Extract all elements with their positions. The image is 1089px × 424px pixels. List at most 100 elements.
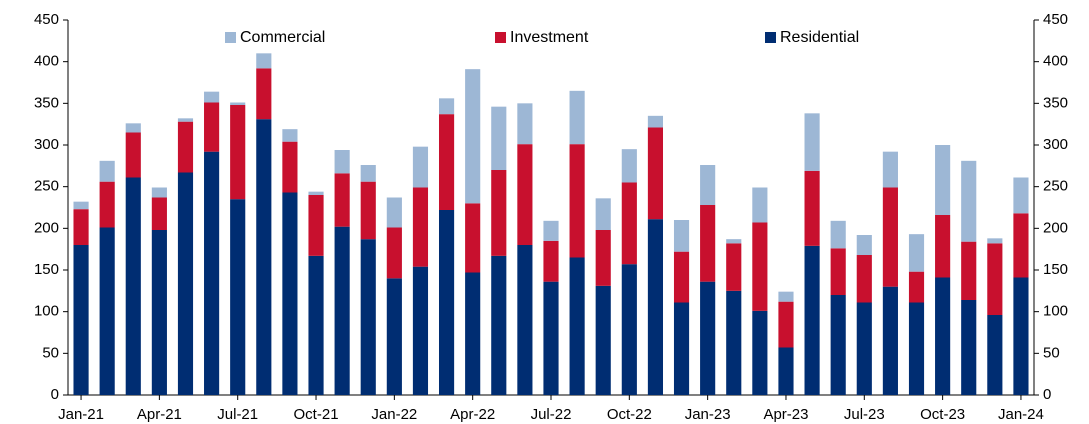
- y-tick-label: 250: [34, 178, 59, 195]
- bar-segment: [204, 151, 220, 395]
- bar-segment: [726, 243, 742, 291]
- bar-segment: [308, 191, 324, 195]
- bar-segment: [282, 192, 298, 395]
- x-tick-label: Apr-23: [763, 406, 808, 423]
- bar-segment: [647, 219, 664, 395]
- y-tick-label: 400: [34, 53, 59, 70]
- bar-segment: [804, 245, 820, 395]
- bar-segment: [856, 255, 872, 303]
- x-tick-label: Jul-22: [531, 406, 572, 423]
- bar-segment: [360, 165, 376, 182]
- bar-segment: [73, 201, 89, 210]
- x-tick-label: Oct-23: [920, 406, 965, 423]
- bar-segment: [386, 278, 402, 395]
- bar-segment: [1013, 213, 1029, 278]
- bar-segment: [308, 195, 324, 256]
- bar-segment: [935, 215, 951, 278]
- bar-segment: [386, 227, 402, 279]
- bar-segment: [595, 285, 611, 395]
- bar-segment: [151, 197, 167, 230]
- bar-segment: [882, 151, 898, 188]
- y-tick-label: 350: [34, 94, 59, 111]
- bar-segment: [334, 173, 350, 227]
- y2-tick-label: 200: [1043, 219, 1068, 236]
- bar-segment: [987, 238, 1003, 244]
- bar-segment: [700, 205, 716, 282]
- bar-segment: [856, 235, 872, 255]
- x-tick-label: Jan-24: [998, 406, 1044, 423]
- bar-segment: [569, 257, 585, 395]
- y2-tick-label: 50: [1043, 344, 1060, 361]
- legend-label: Commercial: [240, 29, 325, 46]
- bar-segment: [204, 102, 220, 152]
- bar-segment: [987, 315, 1003, 395]
- bar-segment: [517, 245, 533, 395]
- bar-segment: [177, 121, 194, 173]
- bar-segment: [908, 271, 925, 303]
- bar-segment: [830, 220, 846, 249]
- bar-segment: [961, 300, 977, 395]
- bar-segment: [778, 291, 794, 302]
- bar-segment: [908, 302, 925, 395]
- bar-segment: [856, 302, 872, 395]
- bar-segment: [569, 144, 585, 258]
- x-tick-label: Oct-22: [607, 406, 652, 423]
- bar-segment: [125, 177, 141, 395]
- bar-segment: [491, 106, 507, 170]
- bar-segment: [282, 141, 298, 193]
- bar-segment: [334, 226, 350, 395]
- bar-segment: [778, 301, 794, 348]
- bar-segment: [595, 198, 611, 230]
- y2-tick-label: 300: [1043, 136, 1068, 153]
- bar-segment: [517, 144, 533, 245]
- bar-segment: [882, 187, 898, 287]
- bar-segment: [360, 239, 376, 395]
- y-tick-label: 100: [34, 303, 59, 320]
- y-tick-label: 450: [34, 11, 59, 28]
- legend-swatch: [495, 32, 506, 43]
- bar-segment: [256, 53, 272, 69]
- legend-swatch: [765, 32, 776, 43]
- bar-segment: [961, 241, 977, 300]
- bar-segment: [621, 182, 637, 265]
- bar-segment: [961, 160, 977, 242]
- bar-segment: [673, 220, 690, 252]
- bar-segment: [438, 98, 455, 115]
- bar-segment: [125, 132, 141, 178]
- bar-segment: [177, 172, 194, 395]
- y2-tick-label: 0: [1043, 386, 1051, 403]
- bar-segment: [465, 203, 481, 273]
- bar-segment: [177, 118, 194, 122]
- bar-segment: [621, 264, 637, 395]
- bar-segment: [543, 240, 559, 282]
- bar-segment: [204, 91, 220, 103]
- bar-segment: [386, 197, 402, 228]
- bar-segment: [1013, 177, 1029, 214]
- bar-segment: [308, 255, 324, 395]
- bar-segment: [360, 181, 376, 240]
- x-tick-label: Oct-21: [294, 406, 339, 423]
- bar-segment: [543, 281, 559, 395]
- bar-segment: [543, 220, 559, 241]
- bar-segment: [1013, 277, 1029, 395]
- bar-segment: [804, 113, 820, 171]
- bar-segment: [778, 347, 794, 395]
- legend-label: Residential: [780, 29, 859, 46]
- bar-segment: [282, 129, 298, 142]
- y2-tick-label: 150: [1043, 261, 1068, 278]
- bar-segment: [256, 68, 272, 120]
- x-tick-label: Apr-21: [137, 406, 182, 423]
- bar-segment: [412, 187, 429, 267]
- bar-segment: [125, 123, 141, 133]
- bar-segment: [908, 234, 925, 272]
- x-tick-label: Apr-22: [450, 406, 495, 423]
- legend-label: Investment: [510, 29, 589, 46]
- y-tick-label: 0: [51, 386, 59, 403]
- bar-segment: [673, 302, 690, 395]
- bar-segment: [230, 102, 246, 105]
- bar-segment: [647, 127, 664, 220]
- y-tick-label: 300: [34, 136, 59, 153]
- y2-tick-label: 450: [1043, 11, 1068, 28]
- bar-segment: [491, 255, 507, 395]
